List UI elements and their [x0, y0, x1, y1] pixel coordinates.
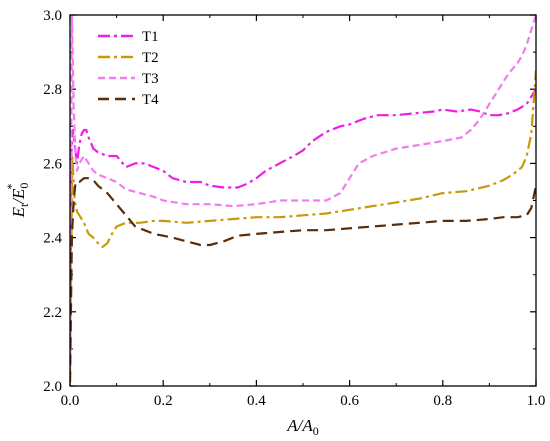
x-axis-title: A/A0	[286, 416, 319, 438]
series-line-t4	[70, 177, 536, 383]
y-axis-title-numerator: E	[9, 206, 28, 218]
series-line-t3	[70, 15, 536, 368]
series-line-t2	[70, 70, 536, 379]
series-layer	[70, 15, 536, 383]
tick-layer: 0.0 0.2 0.4 0.6 0.8 1.0 2.0 2.2 2.4 2.6 2.8 3.0	[43, 8, 545, 409]
y-tick-label: 3.0	[43, 8, 62, 24]
legend-label-t3: T3	[142, 71, 159, 87]
legend-label-t4: T4	[142, 92, 159, 108]
x-tick-label: 0.2	[154, 393, 173, 409]
plot-area-frame	[69, 14, 537, 387]
y-axis-title-superscript: *	[4, 184, 18, 190]
y-tick-label: 2.6	[43, 156, 62, 172]
y-axis-title: Et/E0*	[4, 183, 31, 219]
x-axis-title-main: A/A	[286, 416, 313, 435]
y-axis-title-group: Et/E0*	[4, 183, 31, 219]
x-axis-title-subscript: 0	[313, 424, 319, 438]
x-tick-label: 0.0	[61, 393, 80, 409]
y-tick-label: 2.2	[43, 305, 62, 321]
series-line-t1	[70, 88, 536, 368]
x-tick-label: 0.4	[247, 393, 266, 409]
legend: T1 T2 T3 T4	[98, 29, 159, 108]
x-tick-label: 1.0	[527, 393, 546, 409]
y-tick-label: 2.8	[43, 82, 62, 98]
y-tick-label: 2.4	[43, 231, 62, 247]
x-tick-label: 0.8	[433, 393, 452, 409]
y-axis-title-slash: /E	[9, 188, 28, 205]
x-tick-label: 0.6	[340, 393, 359, 409]
legend-label-t2: T2	[142, 50, 159, 66]
y-axis-title-subscript-t: t	[17, 203, 31, 207]
legend-label-t1: T1	[142, 29, 159, 45]
y-axis-title-subscript-0: 0	[17, 183, 31, 189]
y-tick-label: 2.0	[43, 379, 62, 395]
